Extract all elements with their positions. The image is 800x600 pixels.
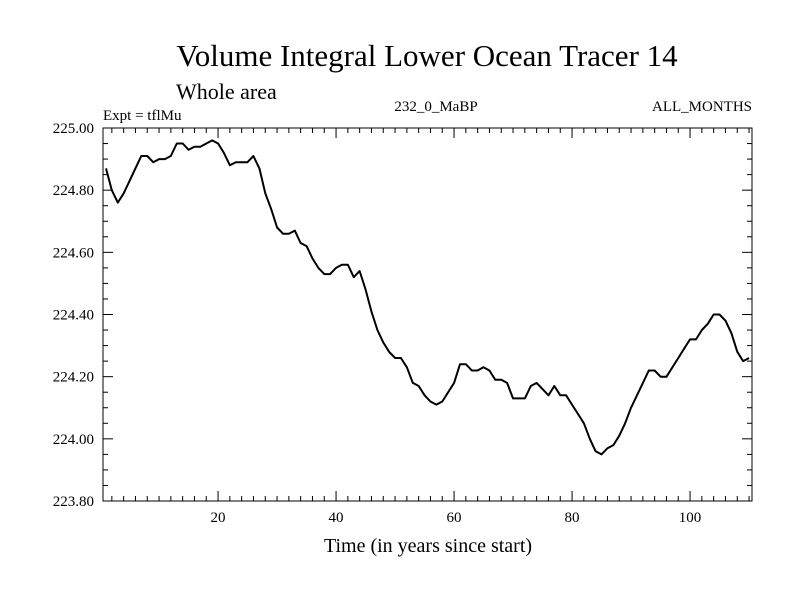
y-tick-label: 224.80 [53, 183, 94, 199]
x-tick-label: 20 [211, 510, 226, 526]
y-tick-label: 225.00 [53, 121, 94, 137]
x-tick-label: 80 [565, 510, 580, 526]
y-tick-label: 224.60 [53, 245, 94, 261]
chart-title: Volume Integral Lower Ocean Tracer 14 [176, 38, 678, 73]
y-tick-label: 223.80 [53, 494, 94, 510]
x-tick-label: 60 [447, 510, 462, 526]
y-tick-label: 224.40 [53, 308, 94, 324]
plot-frame [102, 127, 753, 502]
y-axis: 223.80 224.00 224.20 224.40 224.60 224.80 225.… [53, 121, 752, 510]
chart-subtitle: Whole area [176, 79, 277, 104]
x-axis-label: Time (in years since start) [324, 535, 532, 557]
series-line [105, 139, 750, 456]
series-layer [105, 139, 750, 456]
months-label: ALL_MONTHS [652, 99, 752, 115]
x-tick-label: 100 [679, 510, 702, 526]
period-label: 232_0_MaBP [394, 99, 477, 115]
x-tick-label: 40 [329, 510, 344, 526]
y-tick-label: 224.00 [53, 432, 94, 448]
experiment-label: Expt = tflMu [103, 108, 182, 124]
y-tick-label: 224.20 [53, 370, 94, 386]
x-axis: 20 40 60 80 100 [111, 128, 750, 526]
